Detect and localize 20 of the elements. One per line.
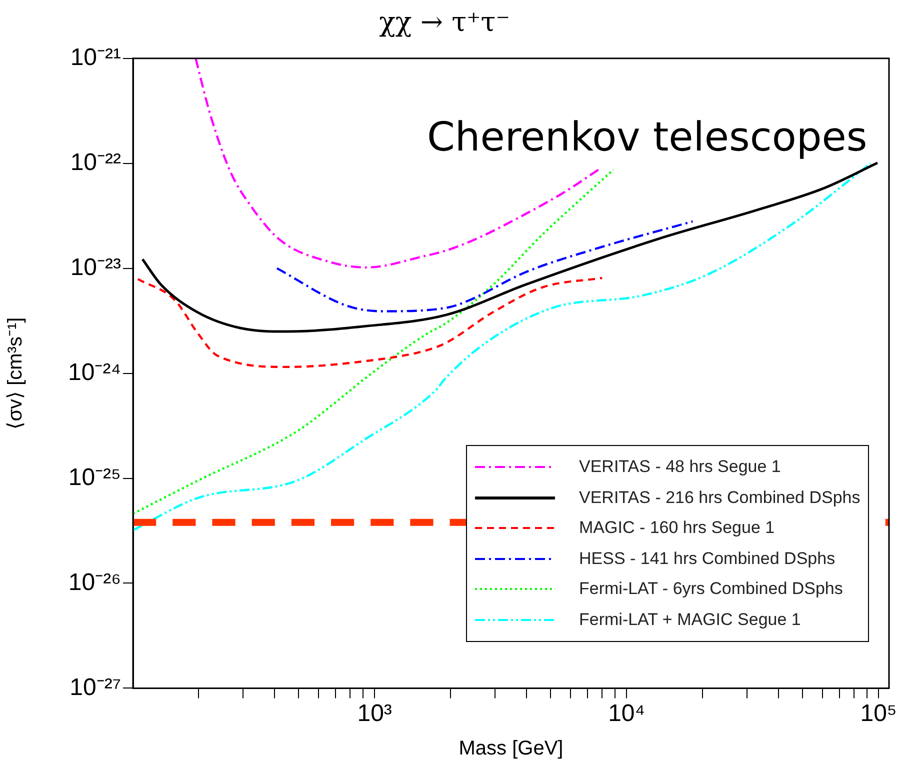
- legend-label: Fermi-LAT - 6yrs Combined DSphs: [579, 579, 843, 600]
- y-tick-label: 10⁻²⁷: [70, 674, 121, 701]
- legend-label: Fermi-LAT + MAGIC Segue 1: [579, 610, 801, 630]
- legend-label: HESS - 141 hrs Combined DSphs: [579, 548, 836, 569]
- y-tick-label: 10⁻²⁴: [68, 358, 121, 386]
- legend-label: VERITAS - 48 hrs Segue 1: [579, 457, 781, 478]
- x-tick-label: 10⁵: [860, 700, 897, 728]
- y-tick-label: 10⁻²¹: [70, 44, 121, 72]
- y-tick-label: 10⁻²⁶: [68, 568, 121, 596]
- y-tick-label: 10⁻²³: [70, 254, 121, 281]
- x-axis-title: Mass [GeV]: [458, 738, 564, 760]
- y-tick-label: 10⁻²²: [70, 148, 121, 176]
- chart-title: χχ → τ⁺τ⁻: [379, 7, 510, 38]
- x-tick-label: 10³: [357, 700, 392, 728]
- legend-label: VERITAS - 216 hrs Combined DSphs: [579, 488, 860, 508]
- legend-label: MAGIC - 160 hrs Segue 1: [579, 518, 775, 538]
- x-tick-label: 10⁴: [608, 700, 646, 728]
- y-tick-label: 10⁻²⁵: [68, 464, 121, 491]
- y-axis-title: ⟨σv⟩ [cm³s⁻¹]: [4, 317, 27, 430]
- annotation: Cherenkov telescopes: [426, 114, 868, 160]
